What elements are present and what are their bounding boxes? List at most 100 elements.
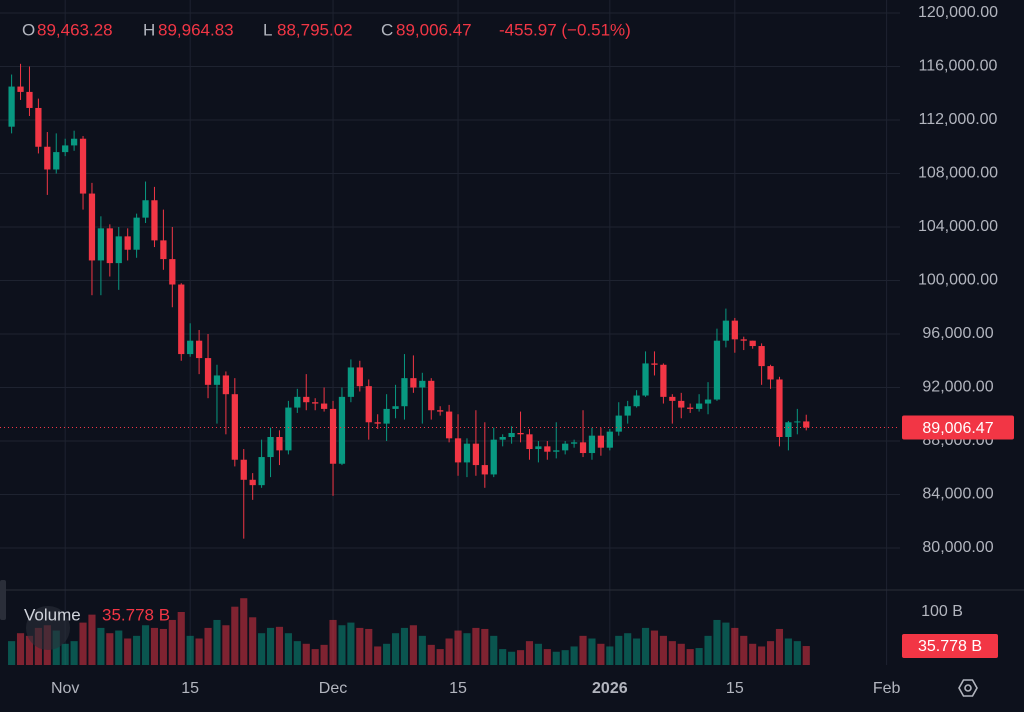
candle-body [410,378,417,388]
candle-body [669,396,676,401]
high-value: 89,964.83 [158,20,234,39]
volume-bar [150,627,159,665]
candle-body [383,408,390,424]
candle-body [365,386,372,423]
volume-bar [240,598,248,665]
candle-body [615,415,622,432]
volume-bar [534,643,542,665]
candle-body [106,228,113,264]
x-tick-label: 2026 [592,680,628,697]
candle-body [44,146,51,170]
volume-bar [427,644,435,665]
candle-body [481,465,488,475]
volume-bar [659,635,667,665]
volume-bar [16,633,25,665]
side-tab[interactable] [0,580,6,620]
volume-tag [902,634,998,658]
volume-bar [463,633,471,665]
volume-bar [570,646,578,665]
x-tick-label: 15 [181,680,199,697]
y-tick-label: 112,000.00 [919,111,998,128]
volume-bar [391,633,400,665]
volume-bar [258,633,266,665]
volume-bar [133,635,141,665]
volume-bar [641,627,650,665]
volume-bar [615,635,623,665]
settings-icon[interactable] [958,679,978,697]
volume-bar [25,635,34,665]
candle-body [794,421,801,423]
volume-bar [222,625,230,665]
marks [8,63,810,665]
candle-body [312,402,319,404]
volume-bar [686,649,694,665]
candle-body [294,396,301,408]
volume-bar [677,643,685,665]
volume-bar [249,617,257,665]
candle-body [231,394,238,460]
y-tick-label: 116,000.00 [919,58,998,75]
candle-body [437,410,444,412]
volume-bar [347,622,355,665]
candle-body [660,364,667,397]
candle-body [642,363,649,396]
candle-body [454,438,462,463]
volume-bar [79,622,87,665]
candle-body [740,339,747,341]
candle-body [195,340,203,359]
candle-body [544,446,551,452]
candle-body [490,439,497,475]
y-tick-label: 108,000.00 [918,165,998,182]
candle-body [151,200,158,241]
candle-body [704,399,712,404]
candle-body [499,436,506,440]
volume-bar [597,643,605,665]
candle-body [776,379,783,437]
volume-value: 35.778 B [102,605,170,624]
candle-body [731,320,738,340]
volume-bar [802,646,810,665]
volume-bar [784,638,792,665]
candle-body [204,358,212,385]
volume-bar [338,625,346,665]
candle-body [401,378,408,407]
volume-bar [740,635,748,665]
open-label: O [22,20,35,39]
candle-body [606,431,613,448]
volume-bar [588,638,596,665]
candle-body [213,375,221,385]
candle-body [374,422,381,424]
volume-bar [320,644,328,665]
volume-bar [8,641,16,665]
volume-bar [481,628,489,665]
candle-body [651,363,658,365]
candle-body [320,403,328,409]
candle-body [142,200,149,218]
candle-body [758,346,765,367]
volume-bar [704,635,712,665]
volume-bar [766,641,775,665]
candle-body [8,86,15,127]
volume-bar [374,646,382,665]
volume-bar [561,650,569,665]
volume-bar [525,641,534,665]
candle-body [35,107,42,147]
y-tick-label: 96,000.00 [922,325,993,342]
candle-body [678,400,685,408]
candle-body [722,320,730,341]
candle-body [597,435,605,448]
high-label: H [143,20,155,39]
candle-body [329,408,337,464]
volume-bar [749,643,757,665]
candle-body [535,446,542,450]
y-tick-label: 100,000.00 [918,272,998,289]
candle-body [88,193,96,261]
volume-bar [213,619,221,665]
candle-body [624,406,631,416]
candle-body [695,403,703,409]
candle-body [187,340,194,355]
grid [0,0,900,665]
candle-body [62,145,69,153]
candle-body [53,152,60,170]
